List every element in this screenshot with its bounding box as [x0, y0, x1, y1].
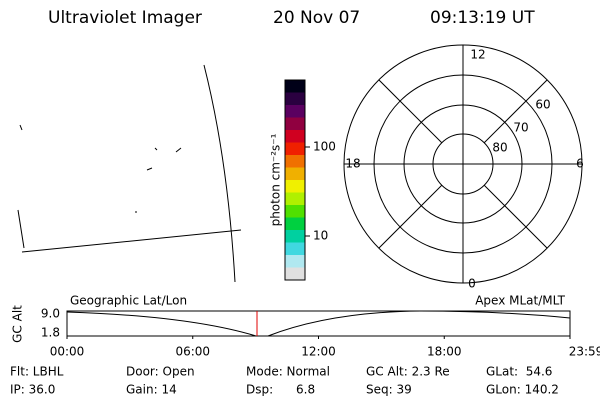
color-step [285, 130, 305, 143]
colorbar-tick-label: 10 [313, 229, 328, 243]
info-field: Seq: 39 [366, 383, 412, 397]
color-step [285, 267, 305, 281]
altitude-curve [66, 310, 571, 337]
colorbar-label: photon cm⁻²s⁻¹ [269, 133, 283, 226]
info-panel: Flt: LBHL Door: Open Mode: Normal GC Alt: 2… [10, 365, 559, 397]
colorbar-frame [284, 79, 306, 281]
color-step [285, 80, 305, 93]
colorbar-tick-label: 100 [313, 140, 336, 154]
colorbar: 100 10 [284, 79, 336, 281]
time: 09:13:19 UT [430, 8, 535, 28]
title: Ultraviolet Imager [48, 8, 202, 28]
diagonal [378, 184, 443, 249]
mlt-label: 6 [576, 157, 584, 171]
color-step [285, 180, 305, 193]
mlat-label: 80 [492, 141, 507, 155]
mlt-label: 18 [345, 157, 360, 171]
color-step [285, 142, 305, 156]
y-label: 1.8 [41, 326, 60, 340]
color-step [285, 230, 305, 243]
color-step [285, 217, 305, 231]
color-step [285, 255, 305, 268]
map-lines [17, 64, 242, 283]
timeline-frame [66, 310, 571, 337]
info-field: GLon: 140.2 [486, 383, 559, 397]
time-label: 18:00 [427, 345, 462, 359]
info-field: GC Alt: 2.3 Re [366, 365, 450, 379]
color-step [285, 167, 305, 181]
y-label: 9.0 [41, 307, 60, 321]
timeline-left-title: Geographic Lat/Lon [70, 294, 187, 308]
color-step [285, 242, 305, 256]
timeline-right-title: Apex MLat/MLT [475, 294, 565, 308]
time-label: 06:00 [175, 345, 210, 359]
mlat-label: 60 [535, 98, 550, 112]
info-field: Mode: Normal [246, 365, 330, 379]
diagonal [483, 79, 548, 144]
mlt-label: 0 [468, 277, 476, 291]
diagonal [378, 79, 443, 144]
time-label: 00:00 [50, 345, 85, 359]
info-field: Door: Open [126, 365, 195, 379]
time-label: 23:59 [569, 345, 600, 359]
color-step [285, 105, 305, 118]
info-field: GLat: 54.6 [486, 365, 552, 379]
color-step [285, 117, 305, 131]
color-step [285, 205, 305, 218]
color-step [285, 92, 305, 106]
timeline-axis-label: GC Alt [11, 305, 25, 343]
timeline: Geographic Lat/Lon Apex MLat/MLT GC Alt 9.0… [11, 294, 600, 359]
info-field: IP: 36.0 [10, 383, 55, 397]
time-label: 12:00 [301, 345, 336, 359]
mlt-label: 12 [470, 48, 485, 62]
date: 20 Nov 07 [273, 8, 360, 28]
diagonal [483, 184, 548, 249]
color-step [285, 192, 305, 206]
mlat-label: 70 [513, 121, 528, 135]
color-step [285, 155, 305, 168]
info-field: Dsp: 6.8 [246, 383, 315, 397]
info-field: Flt: LBHL [10, 365, 64, 379]
info-field: Gain: 14 [126, 383, 177, 397]
